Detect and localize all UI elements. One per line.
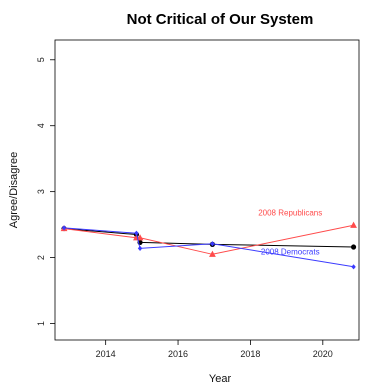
data-point-democrats <box>210 241 215 247</box>
series-overall <box>61 225 357 250</box>
data-point-republicans <box>209 250 216 257</box>
data-point-overall <box>350 244 357 250</box>
x-tick-label: 2018 <box>240 349 260 359</box>
data-point-republicans <box>136 234 144 241</box>
data-point-democrats <box>351 264 356 270</box>
chart-title: Not Critical of Our System <box>127 11 314 28</box>
data-point-democrats <box>137 245 143 251</box>
data-point-democrats <box>61 225 67 231</box>
x-axis: 2014 2016 2018 2020 <box>96 340 333 359</box>
plot-frame <box>54 39 360 341</box>
annotation-layer: 2008 Republicans 2008 Democrats <box>258 208 322 256</box>
series-annotation: 2008 Democrats <box>261 247 320 256</box>
data-point-democrats <box>134 230 139 236</box>
y-tick-label: 3 <box>36 189 46 194</box>
y-tick-label: 1 <box>36 321 46 326</box>
y-axis-title: Agree/Disagree <box>8 152 20 228</box>
x-tick-label: 2014 <box>96 349 116 359</box>
series-annotation: 2008 Republicans <box>258 208 322 217</box>
data-point-republicans <box>350 221 357 228</box>
x-axis-title: Year <box>209 373 232 385</box>
y-tick-label: 4 <box>36 123 46 128</box>
x-tick-label: 2020 <box>313 349 333 359</box>
series-republicans <box>60 221 357 257</box>
y-tick-label: 5 <box>36 57 46 62</box>
x-tick-label: 2016 <box>168 349 188 359</box>
y-axis: 1 2 3 4 5 <box>36 57 55 326</box>
series-democrats <box>61 225 356 270</box>
series-layer <box>60 221 357 270</box>
y-tick-label: 2 <box>36 255 46 260</box>
